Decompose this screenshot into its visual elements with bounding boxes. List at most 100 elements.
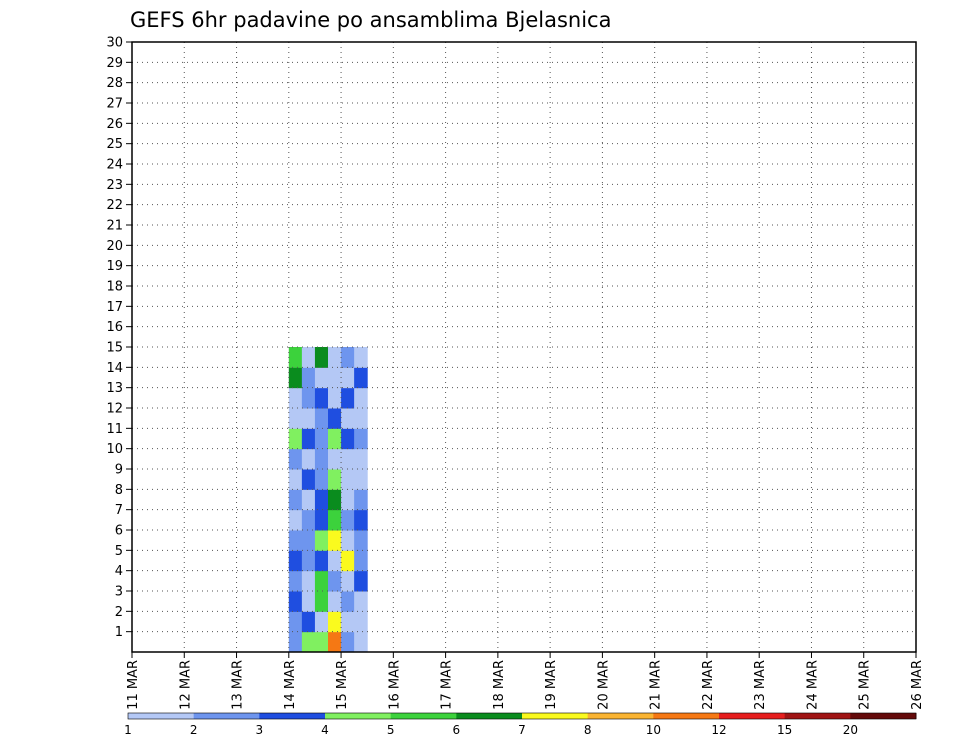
x-tick-label: 11 MAR <box>126 660 141 710</box>
heatmap-cell <box>328 591 342 612</box>
x-tick-label: 16 MAR <box>387 660 402 710</box>
y-tick-label: 8 <box>115 483 123 498</box>
x-tick-label: 25 MAR <box>858 660 873 710</box>
y-tick-label: 17 <box>106 300 123 315</box>
y-tick-label: 30 <box>106 36 123 51</box>
y-tick-label: 19 <box>106 259 123 274</box>
heatmap-cell <box>328 489 342 511</box>
y-tick-label: 28 <box>106 76 123 91</box>
colorbar-label: 12 <box>711 723 726 737</box>
heatmap-cell <box>328 448 342 470</box>
heatmap-cell <box>314 489 329 511</box>
colorbar-label: 2 <box>190 723 198 737</box>
heatmap-cell <box>288 611 303 633</box>
plot-frame <box>131 41 917 653</box>
heatmap-cell <box>314 631 329 653</box>
heatmap-cell <box>301 530 316 551</box>
heatmap-cell <box>301 509 316 531</box>
heatmap-cell <box>341 530 355 551</box>
heatmap-cell <box>314 367 329 389</box>
heatmap-cell <box>301 347 316 368</box>
y-tick-label: 4 <box>115 564 123 579</box>
colorbar: 1 2 3 4 5 6 7 8 10 12 15 20 <box>124 712 917 737</box>
heatmap-cell <box>341 428 355 450</box>
heatmap-cell <box>341 489 355 511</box>
heatmap-cell <box>354 611 368 633</box>
heatmap-cell <box>354 530 368 551</box>
y-tick-label: 7 <box>115 503 123 518</box>
y-tick-label: 15 <box>106 341 123 356</box>
y-tick-label: 26 <box>106 117 123 132</box>
heatmap-cell <box>288 530 303 551</box>
colorbar-label: 10 <box>646 723 661 737</box>
heatmap-cell <box>288 347 303 368</box>
y-tick-label: 16 <box>106 320 123 335</box>
heatmap-cell <box>341 387 355 409</box>
heatmap-cell <box>314 408 329 429</box>
heatmap-cell <box>301 591 316 612</box>
heatmap-cell <box>314 428 329 450</box>
heatmap-cell <box>341 408 355 429</box>
heatmap-cell <box>314 509 329 531</box>
gridlines <box>132 42 916 652</box>
y-tick-label: 6 <box>115 524 123 539</box>
heatmap-cell <box>354 570 368 592</box>
heatmap-cell <box>354 387 368 409</box>
x-tick-label: 26 MAR <box>910 660 925 710</box>
heatmap-cell <box>341 631 355 653</box>
x-tick-label: 17 MAR <box>440 660 455 710</box>
heatmap-cell <box>314 611 329 633</box>
y-tick-label: 24 <box>106 158 123 173</box>
heatmap-cell <box>341 591 355 612</box>
heatmap-cell <box>301 611 316 633</box>
heatmap-cell <box>288 387 303 409</box>
y-tick-label: 21 <box>106 219 123 234</box>
colorbar-swatch <box>587 713 654 719</box>
heatmap-cell <box>341 509 355 531</box>
heatmap-cell <box>354 448 368 470</box>
heatmap-cell <box>354 591 368 612</box>
heatmap-cell <box>328 469 342 490</box>
heatmap-cell <box>301 408 316 429</box>
heatmap-cell <box>288 408 303 429</box>
heatmap-cell <box>354 631 368 653</box>
heatmap-cell <box>314 550 329 572</box>
heatmap-cell <box>288 509 303 531</box>
y-tick-label: 11 <box>106 422 123 437</box>
colorbar-swatch <box>522 713 589 719</box>
heatmap-cell <box>288 428 303 450</box>
x-tick-label: 22 MAR <box>701 660 716 710</box>
y-tick-label: 10 <box>106 442 123 457</box>
heatmap-cell <box>314 347 329 368</box>
x-tick-label: 23 MAR <box>753 660 768 710</box>
heatmap-cell <box>314 387 329 409</box>
heatmap-cell <box>301 570 316 592</box>
heatmap-cell <box>328 631 342 653</box>
heatmap-cell <box>288 631 303 653</box>
y-tick-label: 27 <box>106 97 123 112</box>
heatmap-cell <box>301 387 316 409</box>
heatmap-cell <box>288 489 303 511</box>
heatmap-cell <box>341 469 355 490</box>
heatmap-cell <box>328 570 342 592</box>
chart-title: GEFS 6hr padavine po ansamblima Bjelasni… <box>130 8 611 32</box>
y-tick-label: 2 <box>115 605 123 620</box>
heatmap-cell <box>328 387 342 409</box>
colorbar-swatch <box>128 713 195 719</box>
x-tick-label: 12 MAR <box>178 660 193 710</box>
y-tick-label: 22 <box>106 198 123 213</box>
colorbar-label: 15 <box>777 723 792 737</box>
y-tick-label: 3 <box>115 585 123 600</box>
colorbar-swatch <box>259 713 326 719</box>
colorbar-label: 1 <box>124 723 132 737</box>
heatmap-cell <box>314 591 329 612</box>
y-tick-label: 20 <box>106 239 123 254</box>
heatmap-cell <box>301 367 316 389</box>
heatmap-cell <box>328 530 342 551</box>
heatmap-cell <box>328 408 342 429</box>
x-tick-label: 18 MAR <box>492 660 507 710</box>
heatmap-cell <box>301 631 316 653</box>
heatmap-cell <box>354 469 368 490</box>
heatmap-cell <box>288 570 303 592</box>
